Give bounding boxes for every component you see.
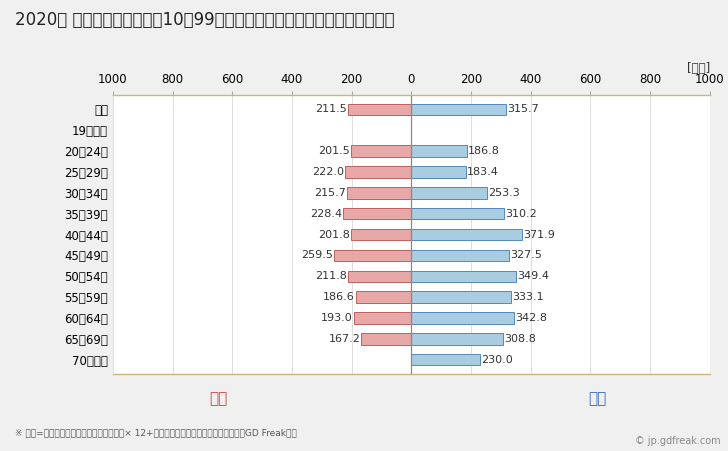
- Text: 186.6: 186.6: [323, 292, 355, 302]
- Text: 183.4: 183.4: [467, 167, 499, 177]
- Text: 167.2: 167.2: [328, 334, 360, 344]
- Bar: [345, 166, 411, 178]
- Text: ※ 年収=「きまって支給する現金給与額」× 12+「年間賞与その他特別給与額」としてGD Freak推計: ※ 年収=「きまって支給する現金給与額」× 12+「年間賞与その他特別給与額」と…: [15, 428, 296, 437]
- Text: 315.7: 315.7: [507, 104, 539, 114]
- Text: 201.8: 201.8: [318, 230, 350, 239]
- Text: 371.9: 371.9: [523, 230, 555, 239]
- Bar: [411, 291, 511, 303]
- Bar: [411, 333, 504, 345]
- Bar: [348, 271, 411, 282]
- Text: 女性: 女性: [209, 391, 228, 407]
- Text: 222.0: 222.0: [312, 167, 344, 177]
- Text: 201.5: 201.5: [318, 146, 350, 156]
- Text: 349.4: 349.4: [517, 271, 549, 281]
- Bar: [411, 166, 466, 178]
- Text: 259.5: 259.5: [301, 250, 333, 260]
- Text: 228.4: 228.4: [310, 209, 342, 219]
- Bar: [354, 312, 411, 324]
- Bar: [351, 229, 411, 240]
- Bar: [411, 208, 504, 219]
- Text: © jp.gdfreak.com: © jp.gdfreak.com: [635, 437, 721, 446]
- Bar: [411, 250, 509, 261]
- Bar: [348, 104, 411, 115]
- Text: 327.5: 327.5: [510, 250, 542, 260]
- Text: 308.8: 308.8: [505, 334, 537, 344]
- Text: 310.2: 310.2: [505, 209, 537, 219]
- Bar: [355, 291, 411, 303]
- Bar: [411, 354, 480, 365]
- Text: 男性: 男性: [587, 391, 606, 407]
- Text: 186.8: 186.8: [468, 146, 500, 156]
- Bar: [411, 312, 514, 324]
- Text: 215.7: 215.7: [314, 188, 346, 198]
- Text: 193.0: 193.0: [321, 313, 352, 323]
- Bar: [347, 187, 411, 198]
- Bar: [411, 187, 487, 198]
- Bar: [343, 208, 411, 219]
- Bar: [411, 104, 505, 115]
- Text: 2020年 民間企業（従業者数10〜99人）フルタイム労働者の男女別平均年収: 2020年 民間企業（従業者数10〜99人）フルタイム労働者の男女別平均年収: [15, 11, 394, 29]
- Text: 230.0: 230.0: [481, 355, 513, 365]
- Bar: [411, 229, 522, 240]
- Text: 211.8: 211.8: [315, 271, 347, 281]
- Bar: [351, 145, 411, 157]
- Bar: [411, 145, 467, 157]
- Bar: [411, 271, 515, 282]
- Bar: [334, 250, 411, 261]
- Bar: [361, 333, 411, 345]
- Text: 211.5: 211.5: [315, 104, 347, 114]
- Text: 342.8: 342.8: [515, 313, 547, 323]
- Text: 333.1: 333.1: [512, 292, 544, 302]
- Text: 253.3: 253.3: [488, 188, 520, 198]
- Text: [万円]: [万円]: [687, 62, 710, 75]
